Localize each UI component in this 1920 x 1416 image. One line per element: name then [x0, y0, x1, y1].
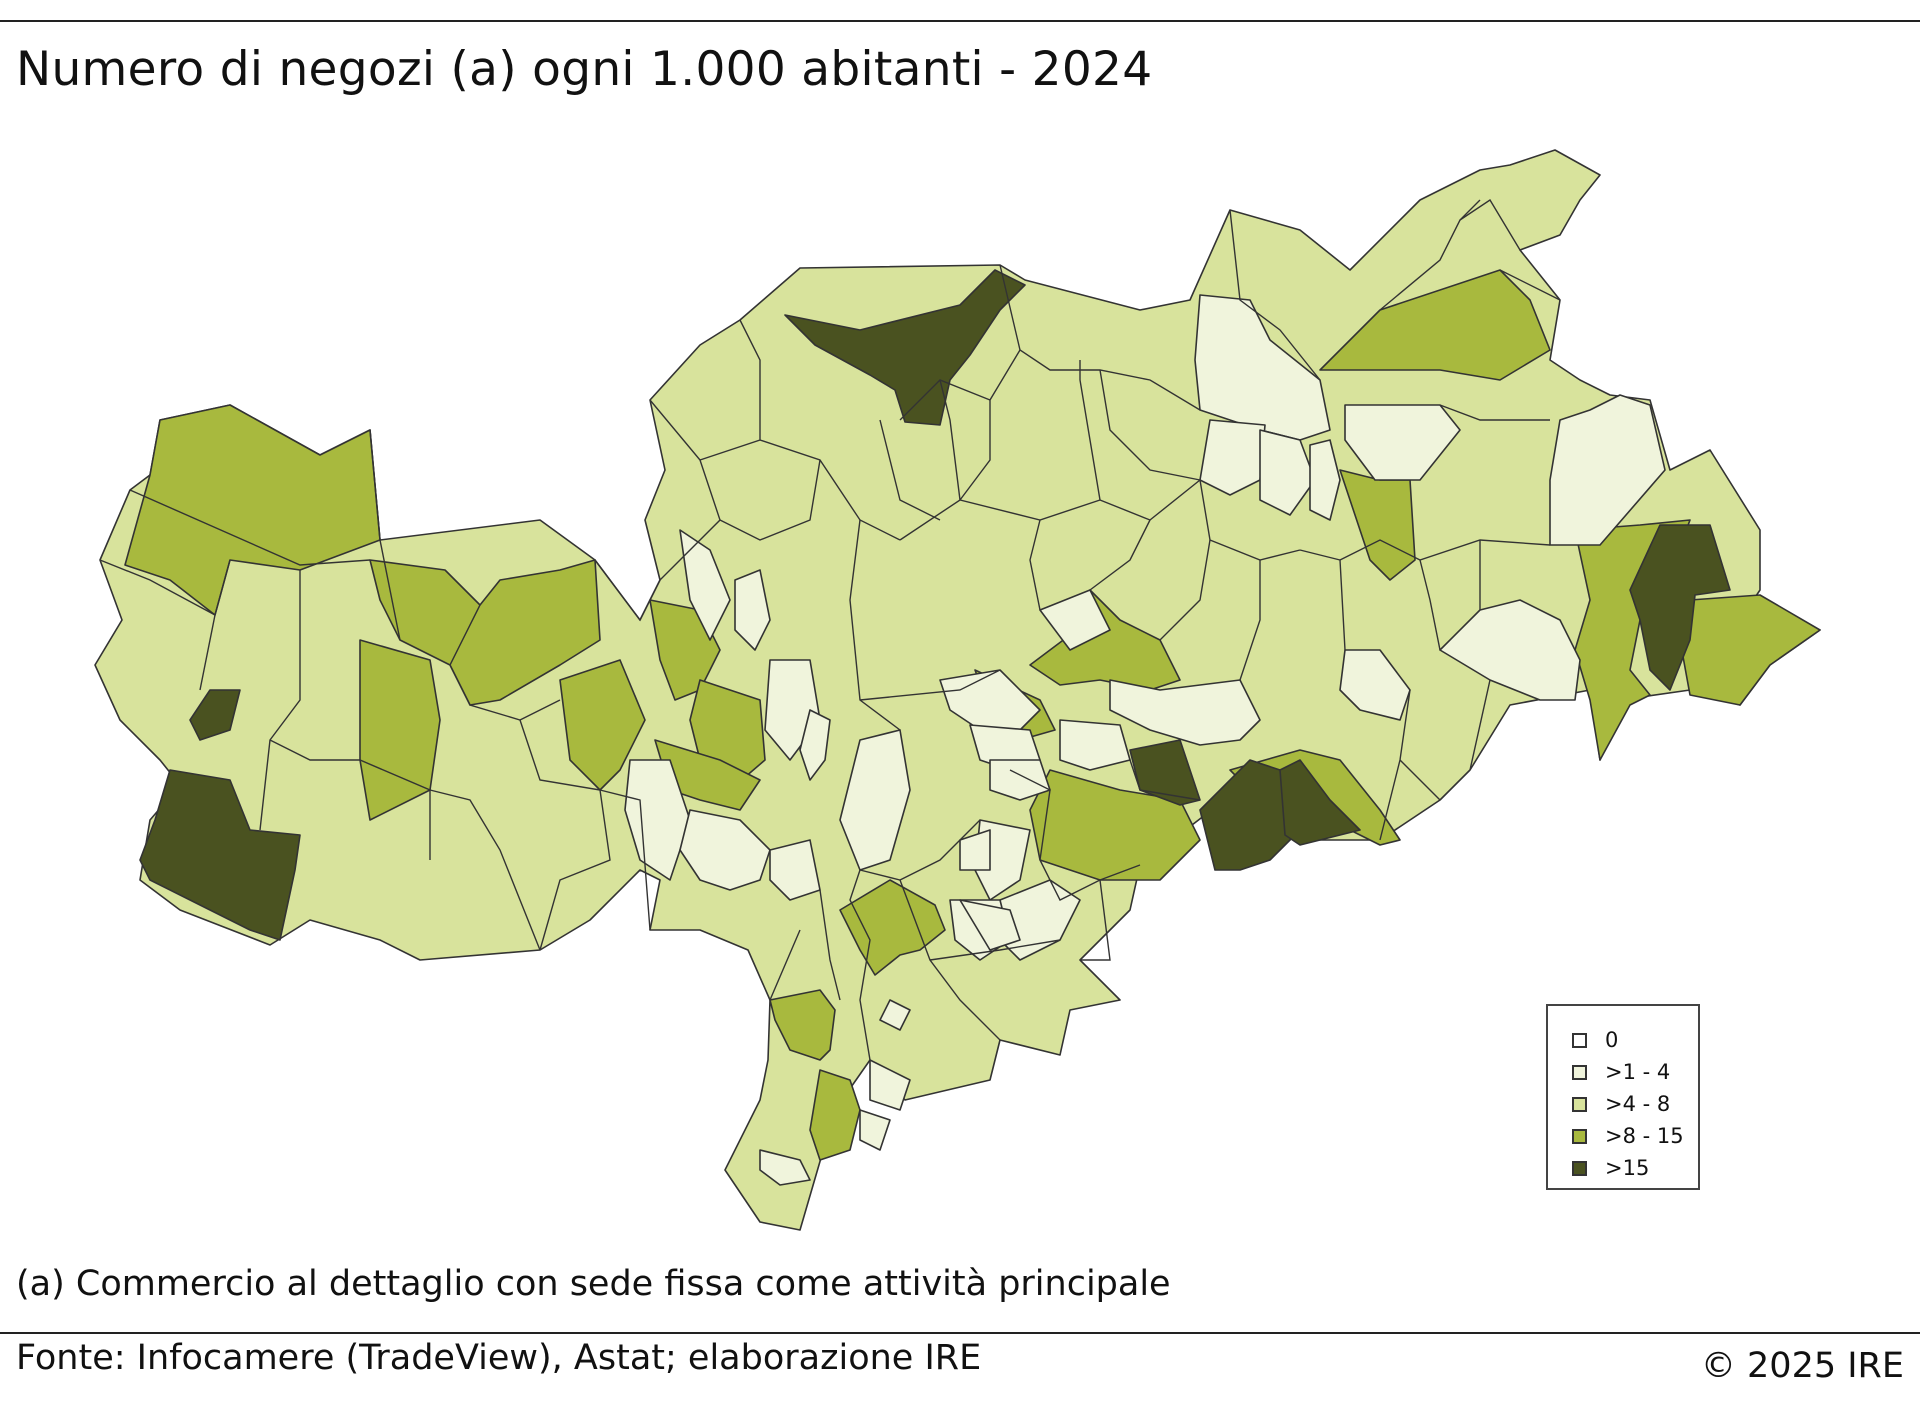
region-st-leonhard — [679, 529, 731, 641]
region-wolkenstein — [1199, 759, 1301, 871]
region-welsberg — [1439, 599, 1581, 701]
region-franzensfeste — [1259, 429, 1316, 516]
legend-swatch-1-4 — [1572, 1064, 1587, 1080]
legend-swatch-4-8 — [1572, 1096, 1587, 1112]
legend-label-4-8: >4 - 8 — [1605, 1092, 1671, 1116]
legend-swatch-8-15 — [1572, 1128, 1587, 1144]
region-kurtinig — [859, 1109, 891, 1151]
legend-item-4-8: >4 - 8 — [1572, 1088, 1698, 1120]
region-villnoess — [1339, 649, 1411, 721]
legend-item-15-plus: >15 — [1572, 1152, 1698, 1184]
region-vinschgau-north — [124, 404, 381, 616]
region-eppan — [959, 829, 991, 871]
region-truden — [759, 1149, 811, 1186]
region-schnals — [369, 559, 601, 706]
region-feldthurns — [1109, 679, 1261, 746]
region-olang — [1549, 394, 1666, 546]
bottom-rule — [0, 1332, 1920, 1334]
source-line: Fonte: Infocamere (TradeView), Astat; el… — [16, 1338, 982, 1378]
municipality-borders — [99, 199, 1561, 1061]
region-tisens — [769, 839, 821, 901]
top-rule — [0, 20, 1920, 22]
region-salurn — [879, 999, 911, 1031]
region-st-ulrich — [1029, 769, 1201, 881]
legend-item-1-4: >1 - 4 — [1572, 1056, 1698, 1088]
region-aldein — [959, 899, 1021, 951]
region-lajen — [1039, 589, 1111, 651]
region-muehlbach — [1309, 439, 1341, 521]
region-kaltern — [769, 989, 836, 1061]
region-stilfs — [139, 769, 301, 941]
region-sand-taufers-north — [1629, 524, 1731, 691]
region-schenna — [799, 709, 831, 781]
region-partschins — [559, 659, 646, 791]
legend-label-0: 0 — [1605, 1028, 1619, 1052]
legend-label-15-plus: >15 — [1605, 1156, 1650, 1180]
region-ahrntal — [1319, 269, 1551, 381]
region-glurns — [189, 689, 241, 741]
region-abtei — [1279, 759, 1361, 846]
legend-swatch-0 — [1572, 1032, 1587, 1048]
footnote: (a) Commercio al dettaglio con sede fiss… — [16, 1264, 1171, 1304]
region-ritten-west — [989, 759, 1051, 801]
region-sexten — [1679, 594, 1821, 706]
legend-swatch-15-plus — [1572, 1160, 1587, 1176]
region-bozen-south — [839, 879, 946, 976]
region-ulten — [679, 809, 771, 891]
map-title: Numero di negozi (a) ogni 1.000 abitanti… — [16, 42, 1153, 97]
legend-label-8-15: >8 - 15 — [1605, 1124, 1684, 1148]
region-moos — [734, 569, 771, 651]
region-freienfeld — [1199, 419, 1266, 496]
copyright: © 2025 IRE — [1700, 1346, 1904, 1386]
region-brenner — [784, 269, 1026, 426]
region-neumarkt — [809, 1069, 861, 1161]
region-lana-west — [624, 759, 691, 881]
legend-label-1-4: >1 - 4 — [1605, 1060, 1671, 1084]
map-legend: 0 >1 - 4 >4 - 8 >8 - 15 >15 — [1546, 1004, 1700, 1190]
region-sarntal — [1059, 719, 1131, 771]
legend-item-0: 0 — [1572, 1024, 1698, 1056]
region-margreid — [869, 1059, 911, 1111]
legend-item-8-15: >8 - 15 — [1572, 1120, 1698, 1152]
